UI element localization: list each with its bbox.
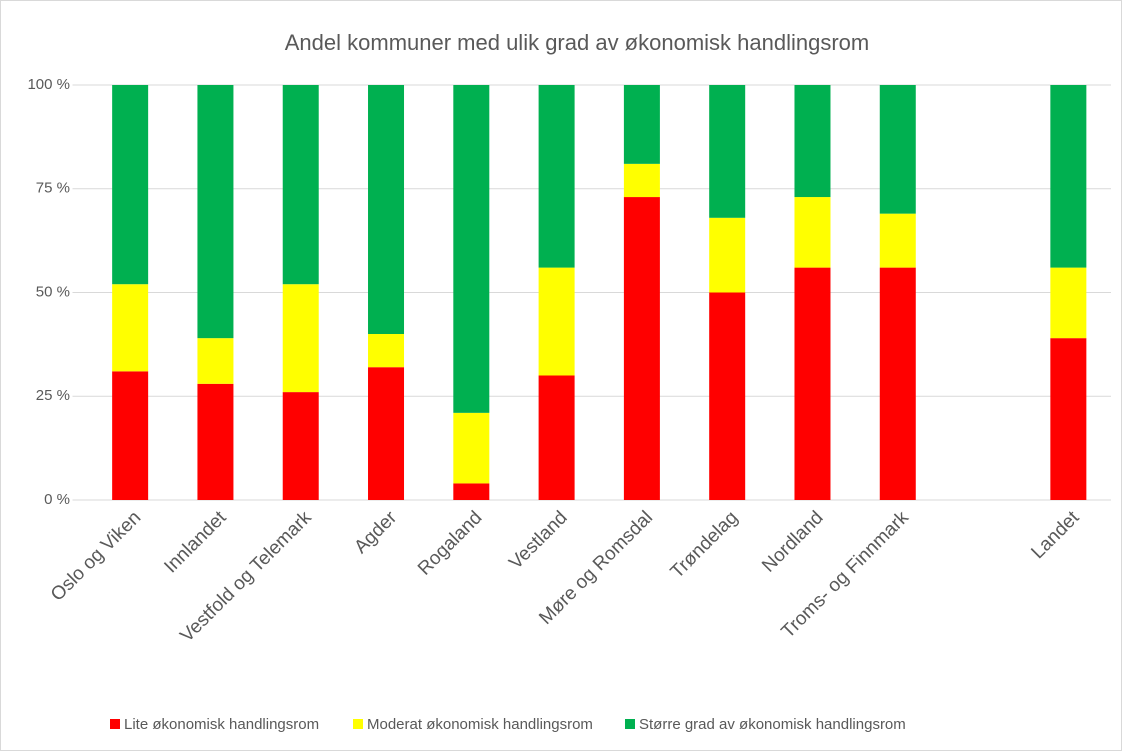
legend-label: Lite økonomisk handlingsrom [124,716,319,733]
chart-title: Andel kommuner med ulik grad av økonomis… [285,30,869,55]
bar-segment [453,85,490,413]
bar-segment [1050,267,1087,339]
bar-segment [1050,338,1087,500]
bar-segment [112,371,149,500]
legend-swatch [110,719,120,729]
y-tick-label: 100 % [27,76,70,93]
bar-segment [112,284,149,372]
bar-segment [879,213,916,268]
bar-segment [709,85,746,218]
legend-label: Større grad av økonomisk handlingsrom [639,716,906,733]
bar-segment [197,338,234,384]
bar-segment [368,367,405,500]
legend-label: Moderat økonomisk handlingsrom [367,716,593,733]
bar-segment [453,483,490,500]
y-tick-label: 0 % [44,491,70,508]
bar-segment [197,383,234,500]
bar-segment [282,284,319,393]
bar-segment [623,197,660,501]
bar-segment [112,85,149,285]
y-tick-label: 25 % [36,387,70,404]
legend-swatch [625,719,635,729]
legend-swatch [353,719,363,729]
y-tick-label: 75 % [36,180,70,197]
bar-segment [794,267,831,500]
bar-segment [623,163,660,198]
bar-segment [538,85,575,268]
bar-segment [538,375,575,500]
bar-segment [794,197,831,268]
bar-segment [879,85,916,214]
bar-segment [368,334,405,368]
bar-segment [709,292,746,500]
bar-segment [879,267,916,500]
y-tick-label: 50 % [36,283,70,300]
bar-segment [368,85,405,334]
bar-segment [282,392,319,500]
bar-segment [453,412,490,484]
bar-segment [282,85,319,285]
bar-segment [794,85,831,198]
bar-segment [709,217,746,293]
bar-segment [538,267,575,376]
bar-segment [623,85,660,164]
bar-segment [197,85,234,339]
bar-segment [1050,85,1087,268]
